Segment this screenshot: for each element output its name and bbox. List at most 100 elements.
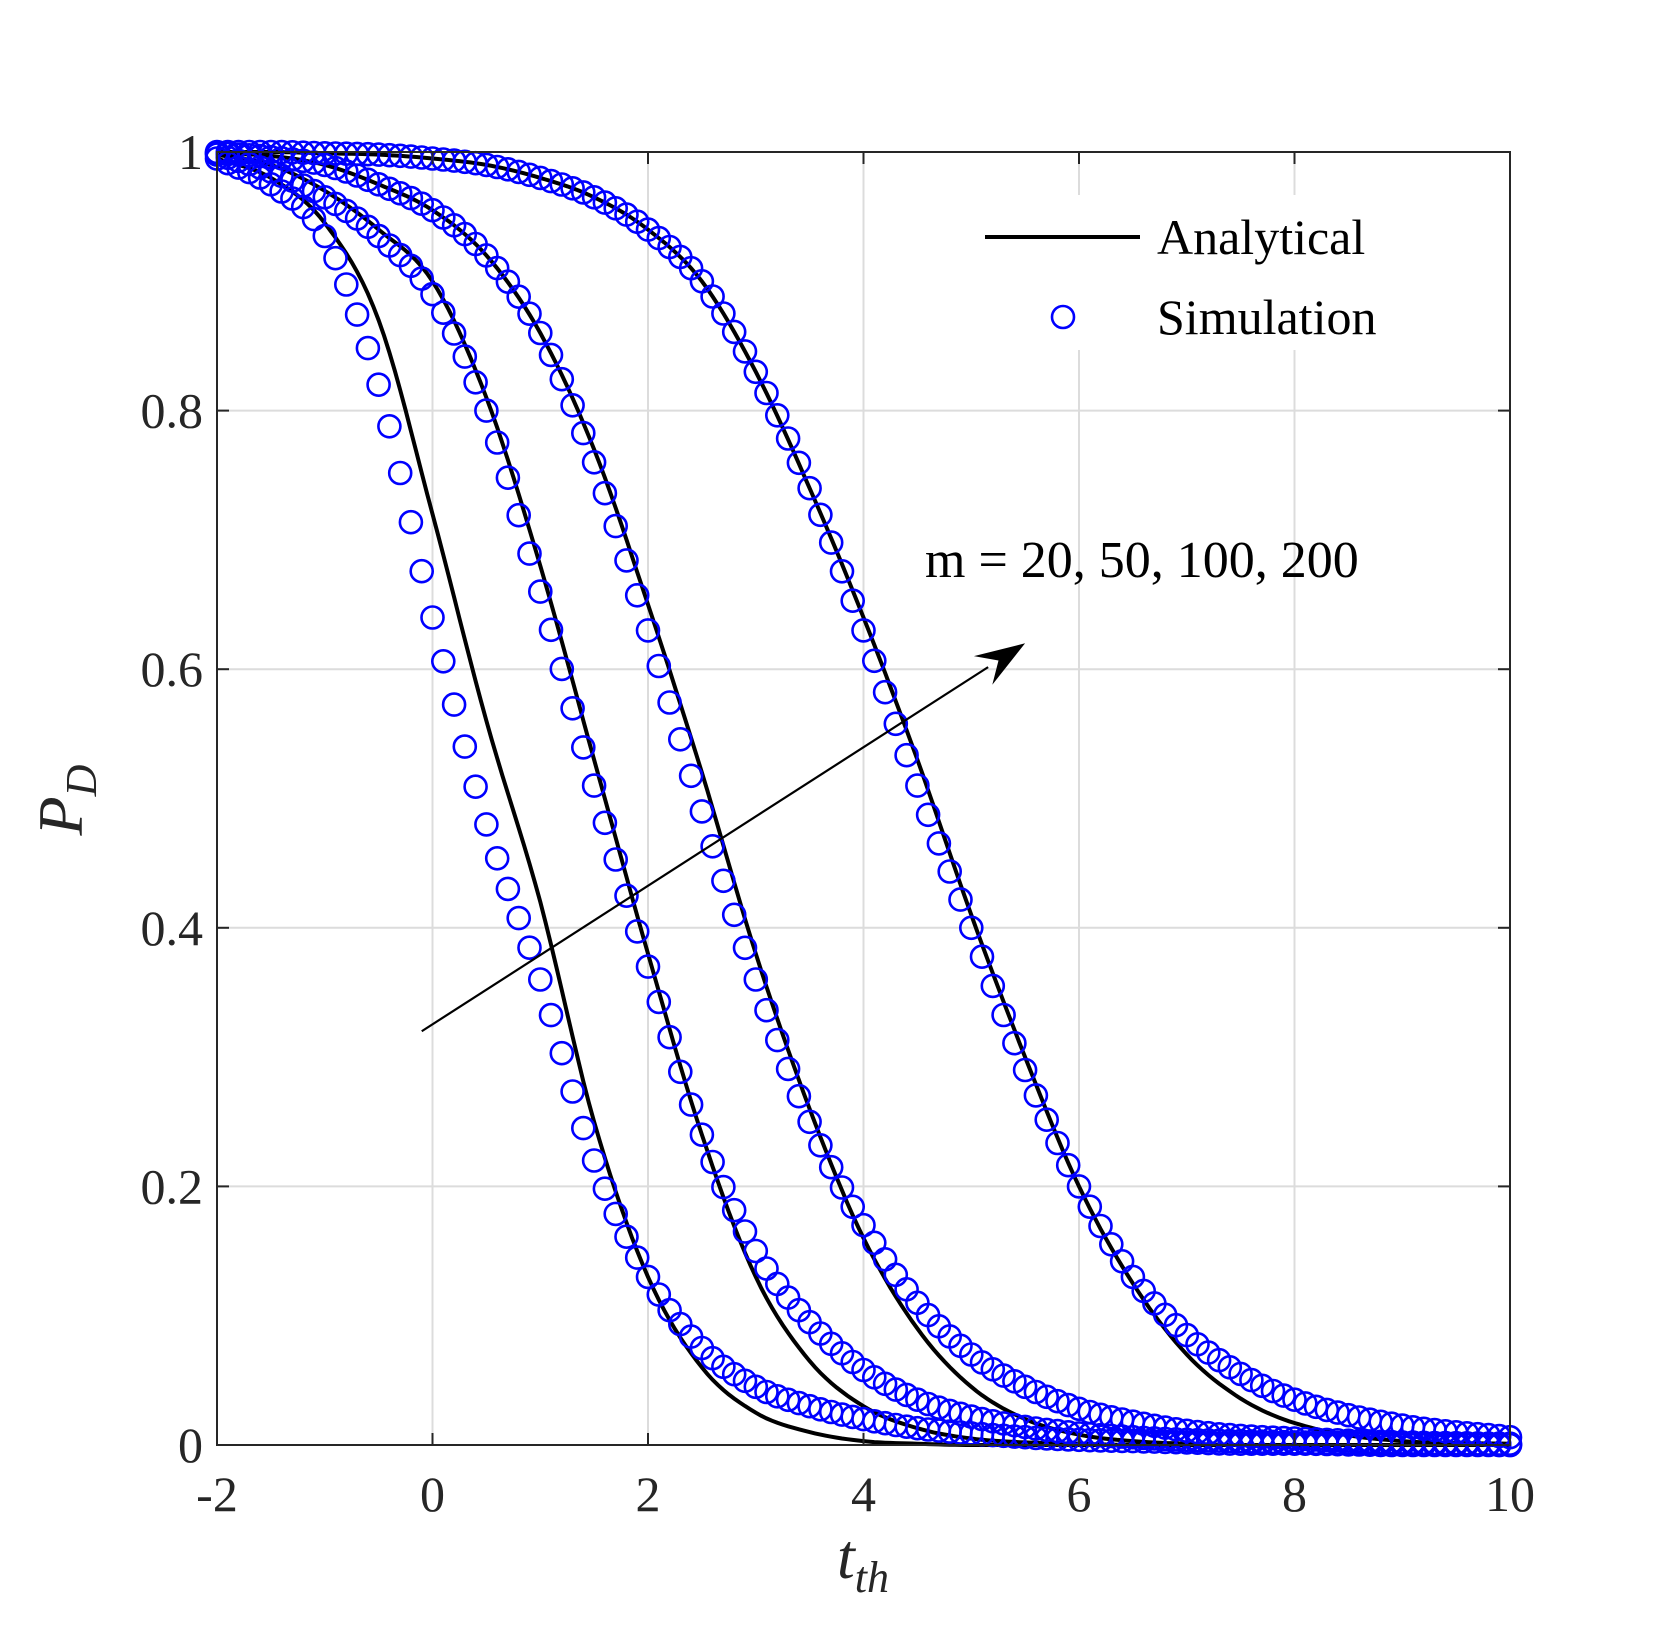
simulation-marker [592, 1176, 618, 1201]
simulation-marker [764, 1384, 790, 1409]
simulation-marker [700, 284, 725, 309]
simulation-marker [711, 868, 736, 894]
simulation-marker [430, 648, 456, 674]
simulation-marker [646, 989, 672, 1015]
simulation-marker [700, 833, 725, 859]
x-axis-label-main: t [837, 1521, 857, 1592]
simulation-marker [366, 372, 391, 398]
simulation-marker [818, 1154, 844, 1180]
simulation-marker [549, 172, 575, 197]
simulation-marker [592, 810, 618, 836]
simulation-marker [527, 967, 553, 992]
simulation-marker [786, 1083, 812, 1109]
simulation-marker [495, 876, 521, 902]
simulation-marker [581, 1148, 607, 1173]
simulation-marker [646, 653, 672, 679]
simulation-marker [614, 548, 639, 573]
simulation-marker [667, 1059, 693, 1085]
simulation-marker [538, 617, 564, 643]
simulation-marker [1002, 1030, 1027, 1056]
simulation-marker [323, 245, 348, 271]
simulation-marker [840, 588, 866, 614]
annotation-arrow-head [973, 643, 1026, 685]
simulation-marker [624, 919, 650, 944]
simulation-marker [527, 320, 553, 346]
simulation-marker [570, 1115, 596, 1141]
simulation-marker [506, 284, 532, 310]
simulation-marker [614, 883, 639, 909]
simulation-marker [808, 1133, 833, 1158]
simulation-marker [991, 1002, 1016, 1028]
simulation-marker [915, 1391, 941, 1417]
simulation-marker [387, 460, 413, 486]
simulation-marker [635, 1264, 661, 1290]
simulation-marker [1012, 1057, 1038, 1083]
simulation-marker [603, 513, 629, 539]
simulation-marker [560, 392, 585, 418]
simulation-marker [377, 413, 402, 439]
simulation-marker [495, 465, 521, 491]
simulation-marker [420, 605, 445, 630]
simulation-marker [721, 902, 747, 928]
simulation-marker [1271, 1383, 1296, 1408]
simulation-marker [764, 402, 790, 428]
x-tick-label: -2 [196, 1466, 238, 1522]
simulation-marker [377, 176, 402, 202]
x-tick-label: 0 [420, 1466, 445, 1522]
simulation-marker [678, 1092, 704, 1117]
annotation-text: m = 20, 50, 100, 200 [925, 532, 1359, 589]
simulation-marker [657, 1024, 682, 1050]
simulation-marker [732, 935, 758, 961]
simulation-marker [398, 509, 424, 535]
simulation-marker [635, 954, 661, 979]
simulation-marker [937, 859, 963, 884]
simulation-marker [700, 1149, 725, 1175]
simulation-marker [387, 181, 413, 206]
simulation-marker [409, 558, 435, 584]
simulation-marker [851, 1212, 876, 1238]
simulation-marker [549, 366, 575, 392]
simulation-marker [657, 690, 682, 715]
simulation-marker [506, 502, 532, 528]
simulation-marker [840, 1194, 866, 1220]
simulation-marker [333, 159, 359, 184]
simulation-marker [894, 742, 919, 768]
simulation-marker [1045, 1388, 1070, 1414]
simulation-marker [570, 180, 596, 205]
simulation-marker [1034, 1384, 1059, 1410]
x-tick-label: 4 [851, 1466, 876, 1522]
simulation-marker [430, 300, 456, 326]
simulation-marker [689, 1122, 715, 1147]
simulation-marker [592, 480, 618, 506]
simulation-marker [926, 831, 952, 856]
x-tick-label: 10 [1485, 1466, 1535, 1522]
simulation-marker [452, 734, 478, 759]
simulation-marker [667, 726, 693, 752]
y-tick-label: 0.8 [141, 383, 204, 439]
simulation-marker [1023, 1379, 1049, 1405]
simulation-marker [581, 773, 607, 798]
simulation-marker [732, 339, 758, 364]
simulation-marker [754, 380, 779, 406]
simulation-marker [894, 1382, 919, 1408]
y-axis-label-main: P [25, 796, 96, 836]
legend: Analytical Simulation [975, 195, 1470, 350]
simulation-marker [463, 774, 488, 800]
simulation-marker [915, 802, 941, 828]
simulation-marker [980, 973, 1006, 999]
simulation-marker [883, 711, 909, 737]
simulation-marker [797, 1109, 822, 1135]
legend-box [975, 195, 1470, 350]
x-tick-label: 2 [636, 1466, 661, 1522]
simulation-marker [538, 168, 564, 194]
simulation-marker [560, 1079, 585, 1104]
simulation-marker [743, 1238, 769, 1264]
simulation-marker [754, 997, 779, 1023]
simulation-marker [603, 847, 629, 872]
simulation-marker [1282, 1387, 1307, 1412]
simulation-marker [474, 812, 499, 837]
simulation-marker [808, 502, 833, 528]
simulation-marker [581, 449, 607, 475]
